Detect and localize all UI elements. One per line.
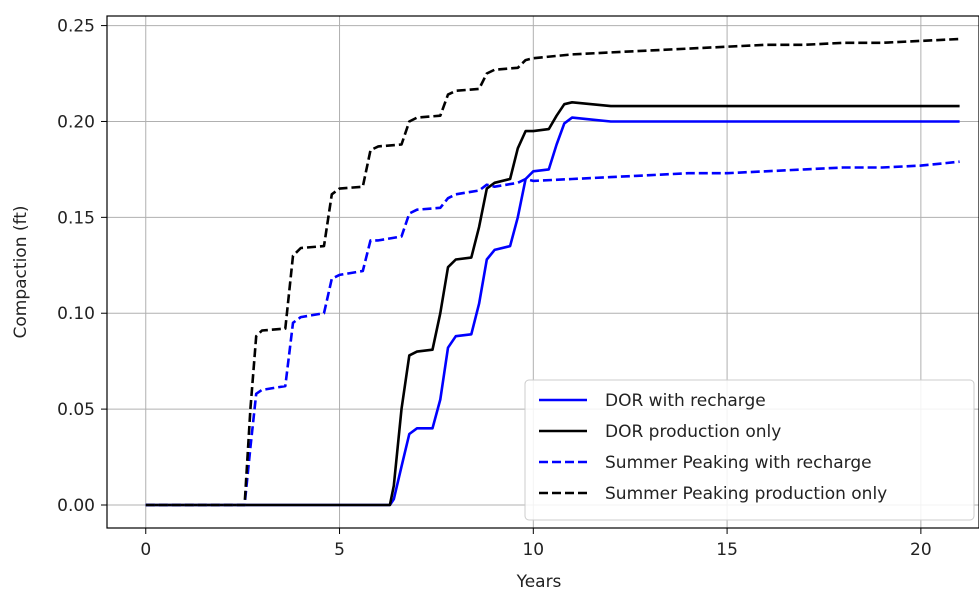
axis-ticks: 0 5 10 15 20 0.00 0.05 0.10 0.15 0.20 0.25 <box>57 17 932 560</box>
x-tick-label: 10 <box>522 540 544 560</box>
x-tick-label: 5 <box>334 540 345 560</box>
y-tick-label: 0.20 <box>57 112 95 132</box>
series-line-2 <box>145 101 960 507</box>
y-tick-label: 0.00 <box>57 496 95 516</box>
legend: DOR with recharge DOR production only Summ… <box>524 379 975 521</box>
y-tick-label: 0.05 <box>57 400 95 420</box>
x-tick-label: 15 <box>716 540 738 560</box>
y-axis-title: Compaction (ft) <box>11 206 31 339</box>
legend-box <box>524 379 975 521</box>
legend-label: Summer Peaking production only <box>605 484 887 504</box>
y-tick-label: 0.15 <box>57 208 95 228</box>
x-axis-title: Years <box>516 572 562 592</box>
y-tick-label: 0.10 <box>57 304 95 324</box>
series-lines <box>145 37 960 507</box>
series-line-4 <box>145 37 960 507</box>
x-tick-label: 0 <box>140 540 151 560</box>
x-tick-label: 20 <box>910 540 932 560</box>
legend-label: DOR production only <box>605 422 781 442</box>
y-tick-label: 0.25 <box>57 17 95 37</box>
legend-label: Summer Peaking with recharge <box>605 453 872 473</box>
series-line-3 <box>145 160 960 507</box>
plot-area-frame <box>106 15 979 529</box>
series-line-1 <box>145 116 960 507</box>
legend-label: DOR with recharge <box>605 391 766 411</box>
